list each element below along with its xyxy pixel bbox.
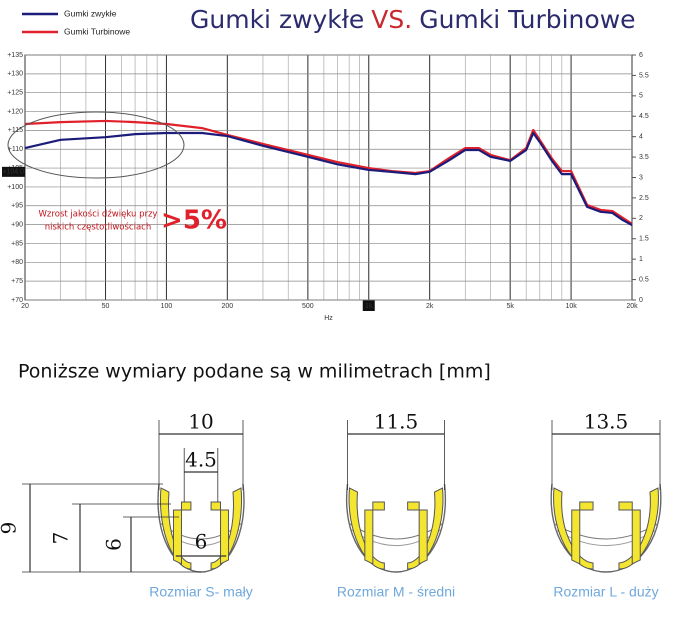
y-marker-label: +104.0 xyxy=(2,169,24,176)
dimension-label: 10 xyxy=(188,410,213,434)
y-tick-label: +100 xyxy=(7,184,23,191)
y2-tick-label: 6 xyxy=(639,52,643,59)
y-tick-label: +95 xyxy=(11,203,23,210)
dimension-label: 7 xyxy=(49,532,73,545)
size-caption: Rozmiar S- mały xyxy=(149,584,252,600)
tip-stem xyxy=(571,501,594,565)
x-tick-label: 10k xyxy=(565,303,577,310)
y2-tick-label: 0.5 xyxy=(639,276,649,283)
series-line xyxy=(24,131,633,226)
y-tick-label: +75 xyxy=(11,278,23,285)
tip-dome xyxy=(345,483,447,573)
y2-tick-label: 5.5 xyxy=(639,72,649,79)
y2-tick-label: 3 xyxy=(639,174,643,181)
y-tick-label: +130 xyxy=(7,71,23,78)
y2-tick-label: 5 xyxy=(639,93,643,100)
legend-label: Gumki Turbinowe xyxy=(64,26,130,36)
y2-tick-label: 1 xyxy=(639,256,643,263)
y2-tick-label: 4 xyxy=(639,134,643,141)
size-caption: Rozmiar M - średni xyxy=(337,584,455,600)
tip-stem xyxy=(618,501,641,565)
x-tick-label: 500 xyxy=(302,303,314,310)
tip-stem xyxy=(210,501,230,565)
x-tick-label: 5k xyxy=(506,303,514,310)
dimension-label: 13.5 xyxy=(584,410,629,434)
annotation-highlight: >5% xyxy=(161,206,227,236)
y2-tick-label: 0 xyxy=(639,297,643,304)
dimension-label: 6 xyxy=(102,538,126,551)
y-tick-label: +125 xyxy=(7,90,23,97)
y-tick-label: +120 xyxy=(7,108,23,115)
highlight-ellipse xyxy=(7,111,185,179)
dimension-label: 9 xyxy=(0,522,21,535)
dimension-label: 4.5 xyxy=(185,448,217,472)
y2-tick-label: 2 xyxy=(639,215,643,222)
tip-stem xyxy=(407,501,428,565)
dimension-label: 11.5 xyxy=(374,410,419,434)
x-axis-label: Hz xyxy=(324,315,333,322)
legend-label: Gumki zwykłe xyxy=(64,8,117,18)
ear-tip: 11.5 Rozmiar M - średni xyxy=(337,410,455,600)
y-tick-label: +90 xyxy=(11,221,23,228)
ear-tip: 13.5 Rozmiar L - duży xyxy=(550,410,662,600)
y2-tick-label: 4.5 xyxy=(639,113,649,120)
title-part: Gumki Turbinowe xyxy=(419,5,635,34)
y-tick-label: +80 xyxy=(11,259,23,266)
x-tick-label: 50 xyxy=(102,303,110,310)
y2-tick-label: 1.5 xyxy=(639,236,649,243)
y2-tick-label: 3.5 xyxy=(639,154,649,161)
y-marker-box xyxy=(2,166,25,177)
title-part: Gumki zwykłe xyxy=(190,5,364,34)
y-tick-label: +135 xyxy=(7,52,23,59)
y-tick-label: +115 xyxy=(8,127,23,134)
tip-stem xyxy=(172,501,192,565)
chart-title: Gumki zwykłe VS. Gumki Turbinowe xyxy=(190,5,636,34)
y-tick-label: +85 xyxy=(11,240,23,247)
title-part: VS. xyxy=(371,5,412,34)
heading: Poniższe wymiary podane są w milimetrach… xyxy=(18,361,491,383)
y2-tick-label: 2.5 xyxy=(639,195,649,202)
annotation-line: niskich częstotliwościach xyxy=(45,222,152,233)
size-diagrams: 10 Rozmiar S- mały 4.5 6 9 7 6 11.5 Rozmiar M - … xyxy=(0,410,662,600)
size-caption: Rozmiar L - duży xyxy=(553,584,658,600)
y-tick-label: +110 xyxy=(8,146,23,153)
tip-dome xyxy=(550,483,662,573)
x-tick-label: 20 xyxy=(21,303,29,310)
tip-stem xyxy=(364,501,385,565)
series-line xyxy=(24,119,633,225)
annotation-line: Wzrost jakości dźwięku przy xyxy=(39,209,158,220)
plot xyxy=(24,119,633,226)
grid: 20 50 100 200 500 1k 2k 5k 10k 20kHz+70+75+80+85+… xyxy=(2,52,649,322)
x-tick-label: 2k xyxy=(426,303,434,310)
x-tick-highlight xyxy=(362,300,375,311)
tip-shell xyxy=(159,487,192,570)
x-tick-label: 1k xyxy=(365,303,373,310)
plot-frame xyxy=(24,54,633,301)
tip-shell xyxy=(210,487,243,570)
x-tick-label: 200 xyxy=(221,303,233,310)
x-tick-label: 20k xyxy=(626,303,638,310)
x-tick-label: 100 xyxy=(161,303,173,310)
ear-tip: 10 Rozmiar S- mały 4.5 6 9 7 6 xyxy=(0,410,253,600)
dimension-label: 6 xyxy=(195,530,208,554)
y-tick-label: +70 xyxy=(11,297,23,304)
